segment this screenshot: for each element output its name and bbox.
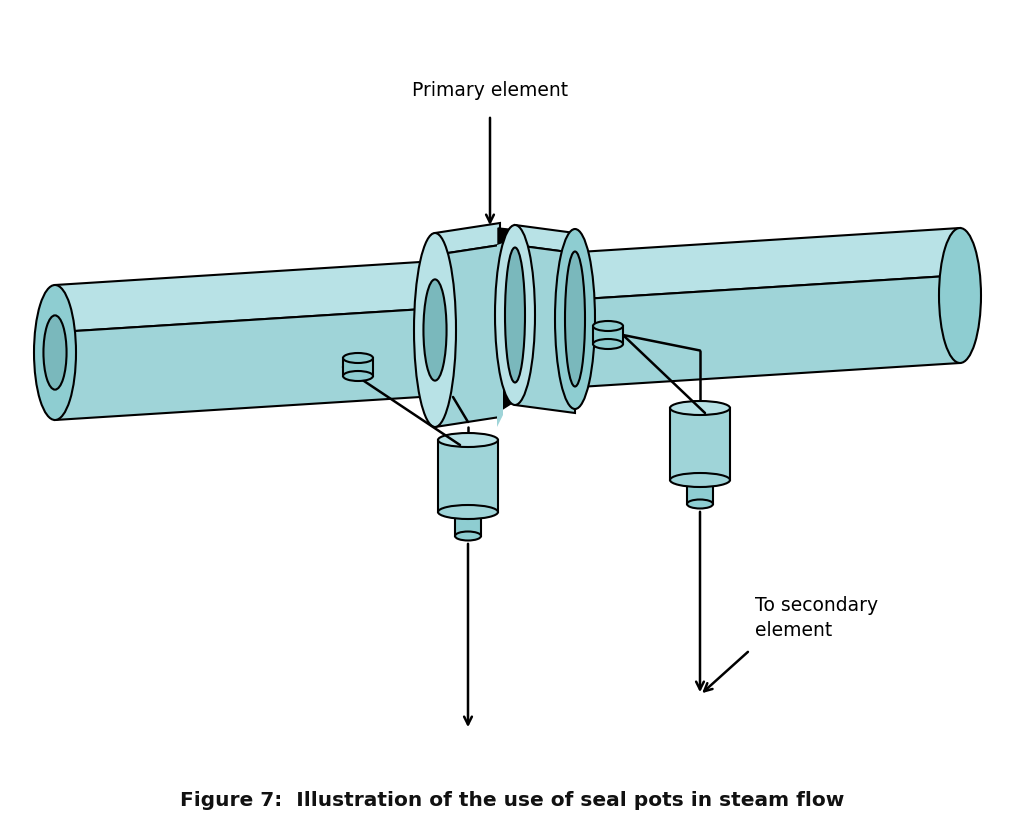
Text: To secondary
element: To secondary element [755, 596, 879, 640]
Ellipse shape [505, 247, 525, 382]
Ellipse shape [939, 228, 981, 363]
Polygon shape [687, 480, 713, 504]
Ellipse shape [43, 316, 67, 390]
Ellipse shape [670, 473, 730, 487]
Ellipse shape [455, 532, 481, 540]
Ellipse shape [670, 401, 730, 415]
Ellipse shape [424, 280, 446, 381]
Ellipse shape [555, 229, 595, 409]
Text: Figure 7:  Illustration of the use of seal pots in steam flow: Figure 7: Illustration of the use of sea… [180, 791, 844, 809]
Ellipse shape [593, 321, 623, 331]
Polygon shape [438, 440, 498, 512]
Ellipse shape [34, 285, 76, 420]
Polygon shape [497, 243, 503, 427]
Polygon shape [455, 512, 481, 536]
Polygon shape [670, 408, 730, 480]
Polygon shape [435, 245, 500, 427]
Ellipse shape [495, 225, 535, 405]
Ellipse shape [343, 371, 373, 381]
Ellipse shape [414, 233, 456, 427]
Polygon shape [435, 223, 500, 255]
Ellipse shape [438, 505, 498, 519]
Polygon shape [55, 276, 961, 420]
Text: Primary element: Primary element [412, 81, 568, 100]
Ellipse shape [593, 339, 623, 349]
Ellipse shape [438, 433, 498, 447]
Ellipse shape [343, 353, 373, 363]
Polygon shape [498, 228, 517, 412]
Ellipse shape [687, 499, 713, 509]
Polygon shape [343, 358, 373, 376]
Polygon shape [515, 225, 575, 253]
Ellipse shape [565, 251, 585, 387]
Polygon shape [55, 228, 961, 332]
Polygon shape [593, 326, 623, 344]
Polygon shape [515, 245, 575, 413]
